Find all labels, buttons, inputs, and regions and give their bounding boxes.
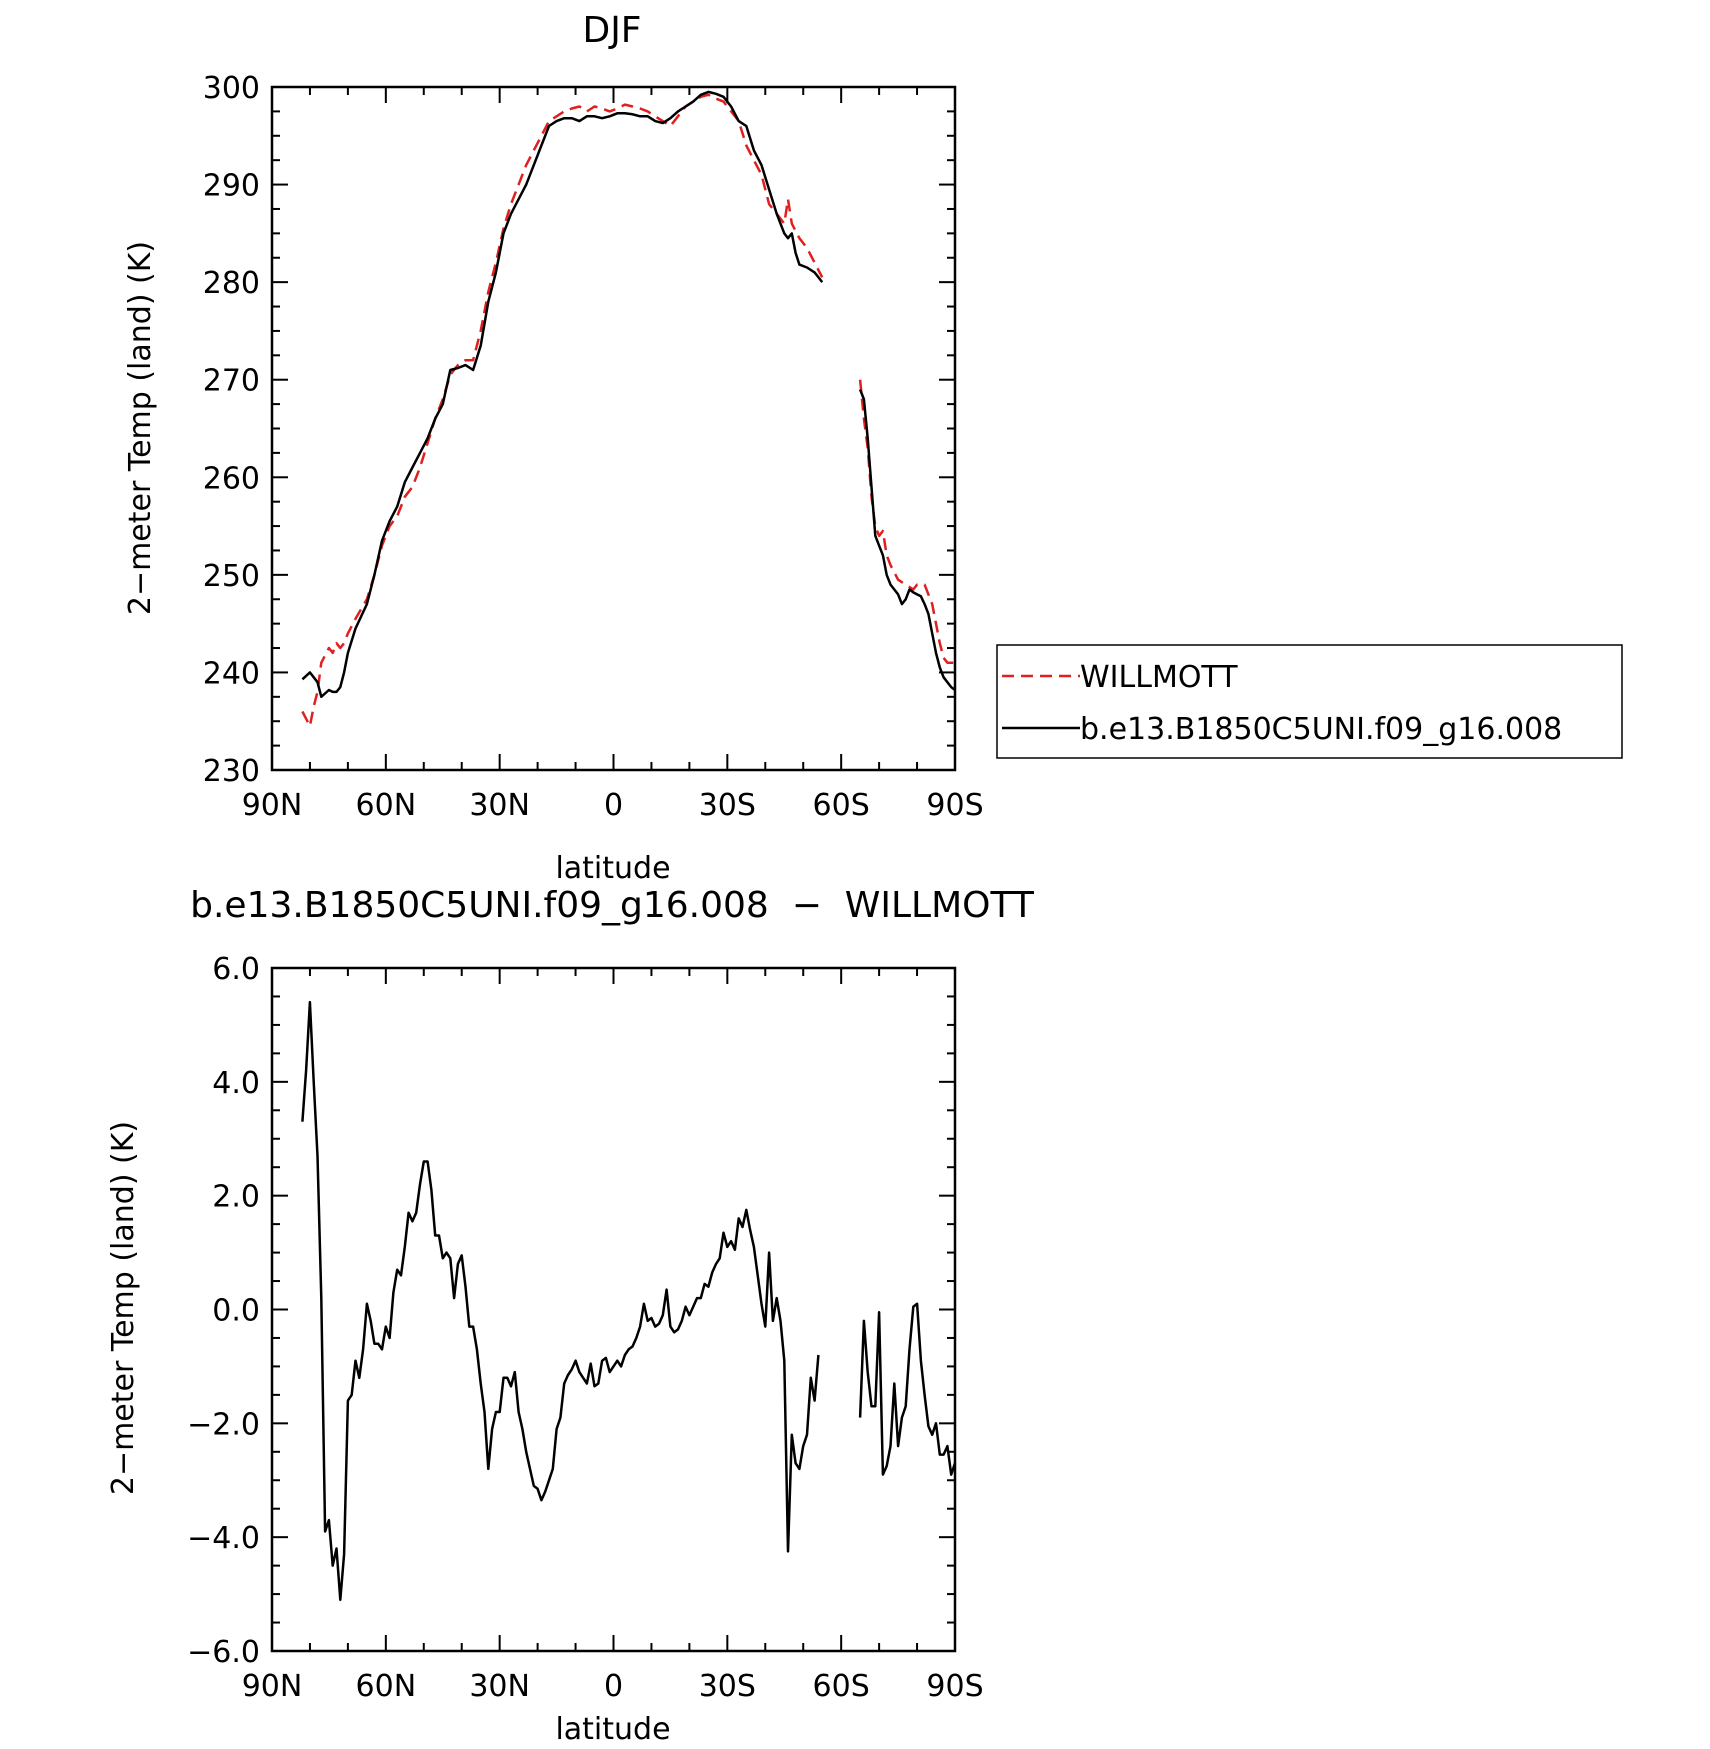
bottom-y-tick-label: −6.0: [187, 1635, 260, 1670]
bottom-x-tick-label: 90N: [242, 1669, 303, 1704]
bottom-series-0-line-segment-0: [301, 1000, 820, 1602]
bottom-xlabel: latitude: [555, 1712, 670, 1745]
bottom-y-tick-label: 0.0: [212, 1294, 260, 1329]
top-y-tick-label: 240: [203, 656, 260, 691]
bottom-y-tick-label: 2.0: [212, 1180, 260, 1215]
top-y-tick-label: 300: [203, 71, 260, 106]
top-ylabel: 2−meter Temp (land) (K): [123, 241, 158, 615]
bottom-series-0-line-segment-1: [858, 1302, 957, 1476]
legend-label-model: b.e13.B1850C5UNI.f09_g16.008: [1080, 712, 1562, 747]
bottom-lines: [301, 1000, 957, 1602]
bottom-ylabel: 2−meter Temp (land) (K): [106, 1121, 141, 1495]
top-x-tick-label: 0: [604, 788, 623, 823]
bottom-title: b.e13.B1850C5UNI.f09_g16.008 − WILLMOTT: [190, 885, 1035, 926]
top-series-1-line-segment-0: [301, 90, 824, 699]
legend-box: [996, 644, 1623, 759]
bottom-y-tick-label: −2.0: [187, 1407, 260, 1442]
bottom-y-tick-label: 4.0: [212, 1066, 260, 1101]
top-y-tick-label: 290: [203, 169, 260, 204]
top-series-0-line-segment-0: [301, 93, 824, 728]
bottom-x-tick-label: 90S: [926, 1669, 983, 1704]
top-plot-frame: [270, 85, 957, 772]
top-x-tick-label: 30N: [469, 788, 530, 823]
top-y-tick-label: 250: [203, 559, 260, 594]
top-x-tick-label: 60S: [813, 788, 870, 823]
bottom-x-tick-label: 30N: [469, 1669, 530, 1704]
top-y-tick-label: 260: [203, 461, 260, 496]
top-x-tick-label: 90S: [926, 788, 983, 823]
legend-label-willmott: WILLMOTT: [1080, 660, 1238, 695]
top-y-tick-label: 270: [203, 364, 260, 399]
top-y-tick-label: 230: [203, 754, 260, 789]
bottom-x-tick-label: 60S: [813, 1669, 870, 1704]
bottom-x-tick-label: 60N: [356, 1669, 417, 1704]
bottom-y-tick-label: 6.0: [212, 952, 260, 987]
bottom-panel: b.e13.B1850C5UNI.f09_g16.008 − WILLMOTT …: [106, 885, 1035, 1747]
legend: WILLMOTT b.e13.B1850C5UNI.f09_g16.008: [996, 644, 1623, 759]
top-series-1-line-segment-1: [858, 389, 956, 691]
top-ticks: 90N 60N 30N 0 30S 60S 90S 230 240 250 260 270 280 290…: [203, 71, 984, 823]
bottom-ticks: 90N 60N 30N 0 30S 60S 90S −6.0 −4.0 −2.0 0.0 2.0 4.0…: [187, 952, 983, 1704]
bottom-x-tick-label: 30S: [699, 1669, 756, 1704]
top-xlabel: latitude: [555, 851, 670, 886]
top-x-tick-label: 90N: [242, 788, 303, 823]
top-x-tick-label: 60N: [356, 788, 417, 823]
bottom-y-tick-label: −4.0: [187, 1521, 260, 1556]
top-panel: DJF 90N 60N 30N 0 30S 60S 90S 230 240 250 260 270 28…: [123, 10, 984, 886]
top-title: DJF: [582, 10, 641, 51]
top-x-tick-label: 30S: [699, 788, 756, 823]
bottom-plot-frame: [270, 966, 957, 1653]
top-y-tick-label: 280: [203, 266, 260, 301]
bottom-x-tick-label: 0: [604, 1669, 623, 1704]
top-lines: [301, 90, 956, 728]
